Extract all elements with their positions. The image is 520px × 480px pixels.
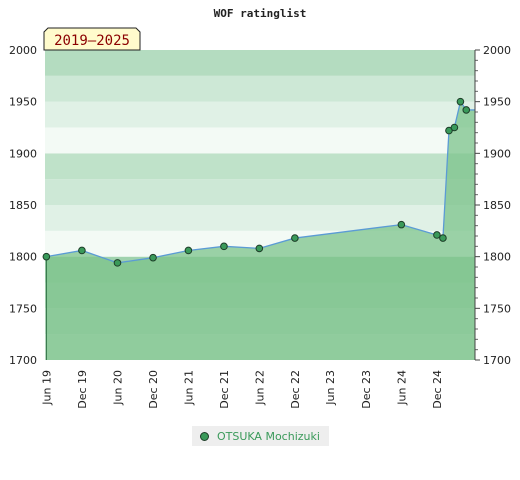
y-tick-label-right: 1950 — [483, 96, 511, 109]
y-tick-label-left: 1900 — [9, 147, 37, 160]
x-tick-label: Jun 21 — [182, 370, 195, 406]
data-point — [78, 246, 86, 255]
x-tick-label: Jun 22 — [253, 370, 266, 406]
data-point — [439, 234, 447, 242]
data-point — [291, 234, 299, 242]
data-point — [42, 252, 51, 261]
x-tick-label: Dec 22 — [289, 370, 302, 409]
x-tick-label: Jun 19 — [40, 370, 53, 406]
y-tick-label-right: 2000 — [483, 44, 511, 57]
data-markers — [42, 97, 471, 267]
x-tick-label: Dec 21 — [218, 370, 231, 409]
area-layer — [45, 100, 476, 361]
y-tick-label-right: 1750 — [483, 302, 511, 315]
data-point — [113, 259, 122, 267]
y-tick-label-left: 2000 — [9, 44, 37, 57]
band-1850 — [45, 179, 475, 205]
y-tick-label-left: 1700 — [9, 354, 37, 367]
series-line — [46, 100, 475, 264]
band-1900 — [45, 127, 475, 154]
band-1925 — [45, 101, 475, 128]
data-point — [397, 220, 406, 229]
band-1950 — [45, 75, 475, 102]
x-tick-label: Dec 19 — [76, 370, 89, 409]
legend-series-name: OTSUKA Mochizuki — [217, 429, 320, 443]
x-axis: Jun 19 Dec 19 Jun 20 Dec 20 Jun 21 Dec 21 Jun … — [40, 370, 444, 409]
chart-title: WOF ratinglist — [214, 7, 307, 20]
x-tick-label: Dec 23 — [360, 370, 373, 409]
y-tick-label-left: 1850 — [9, 199, 37, 212]
x-tick-label: Dec 20 — [147, 370, 160, 409]
y-tick-label-left: 1750 — [9, 302, 37, 315]
y-tick-label-left: 1800 — [9, 251, 37, 264]
legend: OTSUKA Mochizuki — [192, 426, 329, 446]
y-tick-label-right: 1800 — [483, 251, 511, 264]
data-point — [220, 242, 228, 251]
data-point — [255, 244, 264, 253]
y-axis-right: 1700 1750 1800 1850 1900 1950 2000 — [474, 44, 511, 367]
x-tick-label: Jun 23 — [324, 370, 337, 406]
y-tick-label-left: 1950 — [9, 96, 37, 109]
x-tick-label: Dec 24 — [431, 370, 444, 409]
series-area — [46, 101, 476, 361]
x-tick-label: Jun 20 — [111, 370, 124, 406]
data-point — [184, 246, 193, 255]
range-label: 2019–2025 — [43, 27, 141, 51]
band-1975 — [45, 50, 475, 76]
y-tick-label-right: 1700 — [483, 354, 511, 367]
data-point — [149, 253, 157, 262]
data-point — [450, 123, 459, 132]
band-1875 — [45, 153, 475, 180]
data-point — [456, 97, 465, 106]
legend-marker — [200, 431, 209, 441]
y-axis-left: 1700 1750 1800 1850 1900 1950 2000 — [9, 44, 37, 367]
y-tick-label-right: 1850 — [483, 199, 511, 212]
data-point — [462, 106, 471, 114]
x-tick-label: Jun 24 — [395, 370, 408, 406]
data-point — [433, 231, 441, 239]
range-label-text: 2019–2025 — [54, 33, 130, 49]
y-tick-label-right: 1900 — [483, 147, 511, 160]
